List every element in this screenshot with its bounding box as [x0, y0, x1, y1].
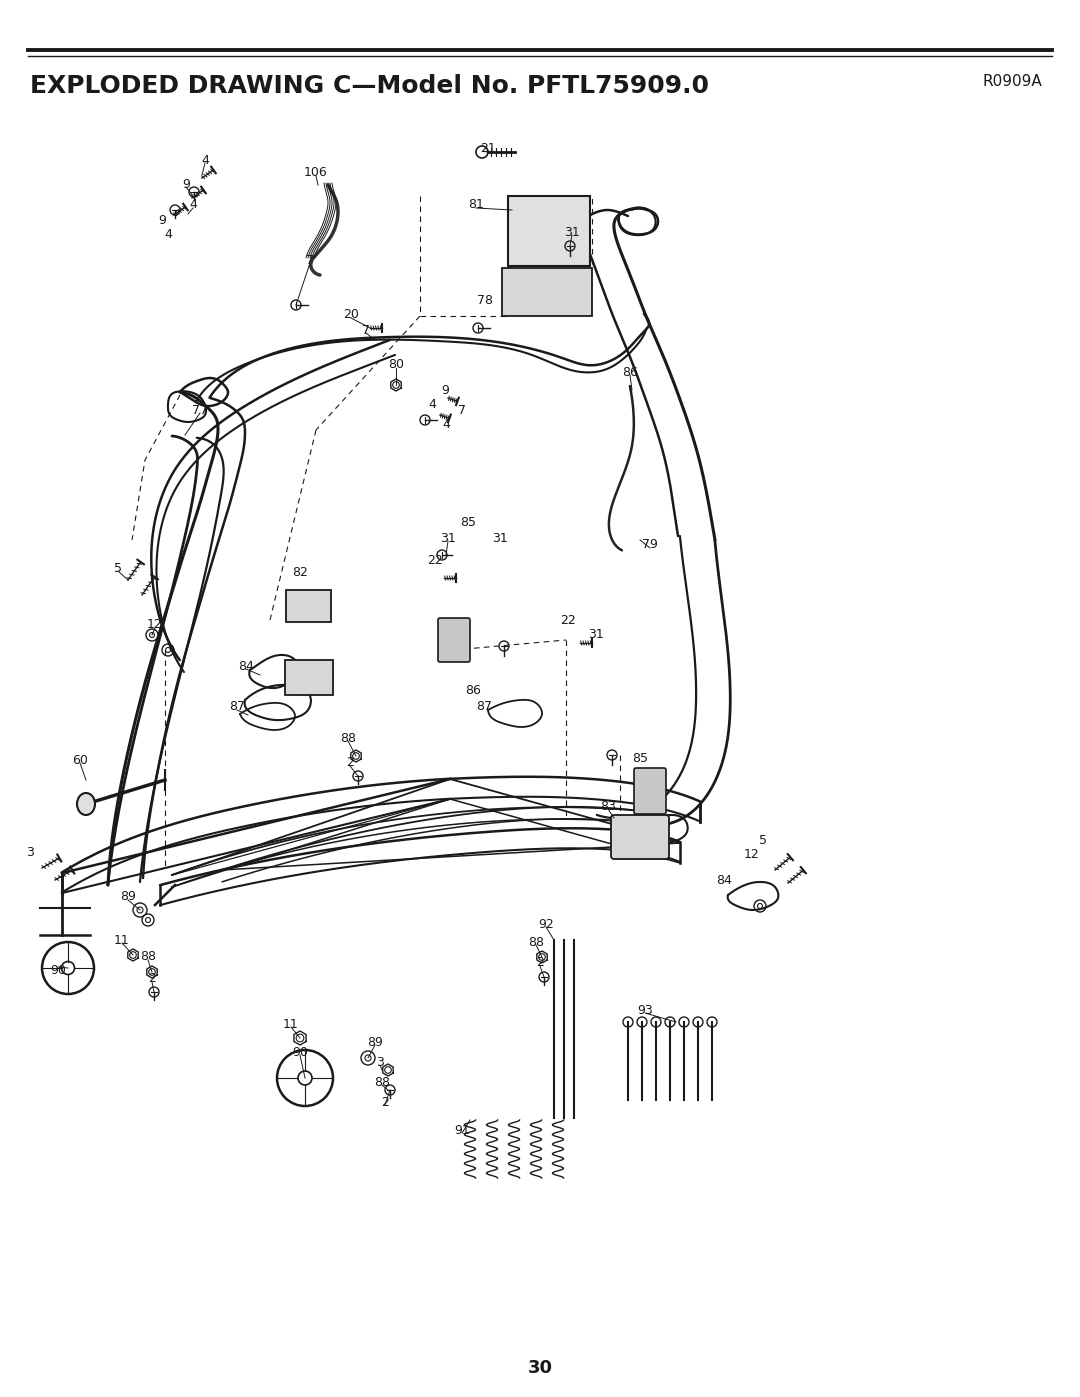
Text: 11: 11 — [283, 1017, 299, 1031]
Text: 3: 3 — [376, 1056, 383, 1069]
Bar — [502, 268, 592, 316]
Text: 84: 84 — [716, 873, 732, 887]
Text: 89: 89 — [367, 1035, 383, 1049]
Text: 79: 79 — [643, 538, 658, 552]
Text: 88: 88 — [340, 732, 356, 745]
Text: 88: 88 — [140, 950, 156, 964]
Text: 91: 91 — [454, 1123, 470, 1137]
Text: 85: 85 — [632, 752, 648, 764]
Text: 83: 83 — [600, 799, 616, 813]
Text: 84: 84 — [238, 659, 254, 672]
Text: 60: 60 — [72, 753, 87, 767]
FancyBboxPatch shape — [634, 768, 666, 814]
Text: 92: 92 — [538, 918, 554, 930]
Text: 88: 88 — [528, 936, 544, 949]
Text: 22: 22 — [561, 613, 576, 626]
FancyBboxPatch shape — [611, 814, 669, 859]
Text: 22: 22 — [427, 553, 443, 567]
Text: 77: 77 — [192, 404, 208, 416]
Text: 11: 11 — [114, 933, 130, 947]
FancyBboxPatch shape — [438, 617, 470, 662]
Text: 90: 90 — [50, 964, 66, 977]
Text: 80: 80 — [388, 359, 404, 372]
Text: 87: 87 — [229, 700, 245, 714]
Text: 93: 93 — [637, 1003, 653, 1017]
Text: 7: 7 — [306, 253, 314, 267]
Text: 88: 88 — [374, 1076, 390, 1088]
Text: 7: 7 — [458, 404, 465, 416]
Text: 31: 31 — [441, 531, 456, 545]
Text: 4: 4 — [189, 198, 197, 211]
Text: 78: 78 — [477, 293, 492, 306]
Text: 4: 4 — [201, 154, 208, 166]
Text: 20: 20 — [343, 309, 359, 321]
Bar — [286, 590, 330, 622]
Text: 9: 9 — [441, 384, 449, 397]
Text: 9: 9 — [158, 214, 166, 226]
Text: 82: 82 — [292, 566, 308, 578]
Text: 89: 89 — [120, 890, 136, 904]
Bar — [508, 196, 590, 265]
Text: 7: 7 — [362, 324, 370, 337]
Text: 86: 86 — [465, 683, 481, 697]
Text: 12: 12 — [147, 619, 163, 631]
Text: R0909A: R0909A — [982, 74, 1042, 89]
Text: 12: 12 — [744, 848, 760, 861]
Text: 5: 5 — [114, 562, 122, 574]
Text: 2: 2 — [536, 957, 544, 970]
Text: 87: 87 — [476, 700, 492, 712]
Text: 5: 5 — [759, 834, 767, 847]
Text: 31: 31 — [564, 225, 580, 239]
Text: 4: 4 — [442, 419, 450, 432]
Bar — [285, 659, 333, 694]
Text: 85: 85 — [460, 515, 476, 528]
Text: 4: 4 — [164, 229, 172, 242]
Text: 30: 30 — [527, 1359, 553, 1377]
Text: 31: 31 — [589, 627, 604, 640]
Text: 81: 81 — [468, 198, 484, 211]
Text: 31: 31 — [492, 531, 508, 545]
Text: EXPLODED DRAWING C—Model No. PFTL75909.0: EXPLODED DRAWING C—Model No. PFTL75909.0 — [30, 74, 708, 98]
Text: 2: 2 — [381, 1095, 389, 1108]
Text: 86: 86 — [622, 366, 638, 379]
Text: 90: 90 — [292, 1045, 308, 1059]
Text: 3: 3 — [26, 845, 33, 859]
Text: 2: 2 — [148, 972, 156, 985]
Text: 9: 9 — [183, 177, 190, 190]
Text: 21: 21 — [481, 141, 496, 155]
Text: 106: 106 — [305, 166, 328, 179]
Text: 4: 4 — [428, 398, 436, 411]
Text: 2: 2 — [346, 757, 354, 770]
Ellipse shape — [77, 793, 95, 814]
